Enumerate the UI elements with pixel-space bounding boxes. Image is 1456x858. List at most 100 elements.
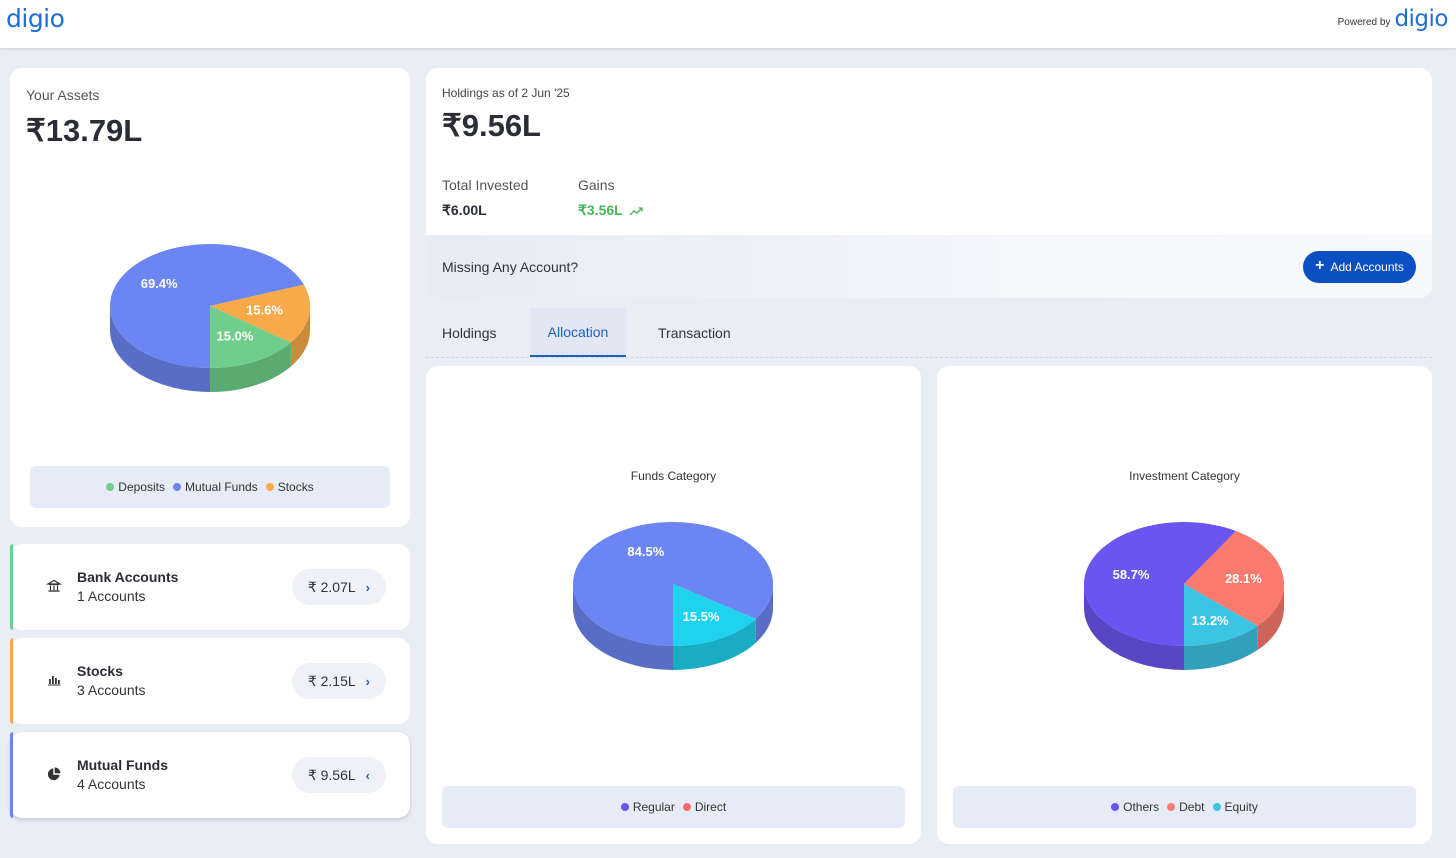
legend-label: Stocks: [277, 480, 314, 494]
legend-direct: Direct: [682, 800, 727, 814]
account-value-pill[interactable]: ₹ 2.07L ›: [291, 569, 386, 605]
assets-value: ₹13.79L: [26, 113, 143, 148]
legend-dot: [106, 483, 115, 491]
add-accounts-label: Add Accounts: [1330, 260, 1404, 274]
funds-slice-side-0: [573, 584, 673, 670]
funds-slice-side-1: [673, 618, 756, 670]
funds-category-pie-chart: 84.5% 15.5%: [573, 522, 773, 670]
account-count: 4 Accounts: [77, 776, 146, 792]
legend-dot: [1212, 803, 1221, 811]
assets-data-label-0: 69.4%: [141, 276, 178, 291]
funds-slice-side-0: [755, 584, 773, 643]
investment-category-pie-chart: 58.7% 28.1% 13.2%: [1084, 522, 1284, 670]
legend-label: Direct: [694, 800, 727, 814]
total-invested-value: ₹6.00L: [442, 202, 487, 218]
assets-card: Your Assets ₹13.79L 69.4% 15.6% 15.0% Depo…: [10, 68, 410, 527]
assets-slice-side-0: [110, 306, 210, 392]
account-value-pill[interactable]: ₹ 9.56L ‹: [291, 757, 386, 793]
legend-dot: [620, 803, 629, 811]
account-value-pill[interactable]: ₹ 2.15L ›: [291, 663, 386, 699]
digio-logo[interactable]: digio: [6, 4, 65, 33]
funds-category-title: Funds Category: [630, 469, 717, 483]
bar-chart-icon: [46, 672, 62, 688]
tab-label: Holdings: [442, 324, 497, 341]
account-card-stocks[interactable]: Stocks 3 Accounts ₹ 2.15L ›: [10, 638, 410, 724]
account-card-bank[interactable]: Bank Accounts 1 Accounts ₹ 2.07L ›: [10, 544, 410, 630]
legend-dot: [1167, 803, 1176, 811]
legend-label: Debt: [1179, 800, 1205, 814]
gains-label: Gains: [578, 177, 615, 193]
missing-account-banner: Missing Any Account? + Add Accounts: [426, 235, 1432, 298]
legend-dot: [172, 483, 181, 491]
plus-icon: +: [1315, 257, 1325, 274]
legend-label: Regular: [632, 800, 675, 814]
funds-data-label-0: 84.5%: [627, 544, 664, 559]
investment-category-panel: Investment Category 58.7% 28.1% 13.2% Othe…: [937, 366, 1432, 844]
investment-category-title: Investment Category: [1129, 469, 1240, 483]
legend-dot: [265, 483, 274, 491]
legend-deposits: Deposits: [106, 480, 165, 494]
investment-data-label-0: 58.7%: [1113, 567, 1150, 582]
accent-bar: [10, 732, 13, 818]
legend-label: Others: [1123, 800, 1160, 814]
assets-data-label-2: 15.0%: [217, 328, 254, 343]
investment-slice-side-1: [1257, 584, 1284, 650]
holdings-card: Holdings as of 2 Jun '25 ₹9.56L Total In…: [426, 68, 1432, 298]
tab-transaction[interactable]: Transaction: [642, 308, 747, 357]
investment-data-label-1: 28.1%: [1225, 571, 1262, 586]
chevron-right-icon: ›: [365, 579, 370, 595]
assets-label: Your Assets: [26, 87, 100, 103]
gains-value-row: ₹3.56L: [578, 202, 643, 219]
account-card-mutual-funds[interactable]: Mutual Funds 4 Accounts ₹ 9.56L ‹: [10, 732, 410, 818]
holdings-as-of: Holdings as of 2 Jun '25: [442, 86, 570, 100]
investment-slice-1: [1184, 531, 1284, 626]
funds-category-panel: Funds Category 84.5% 15.5% Regular Direct: [426, 366, 921, 844]
tab-label: Transaction: [658, 324, 731, 341]
legend-others: Others: [1111, 800, 1159, 814]
legend-mutual-funds: Mutual Funds: [172, 480, 258, 494]
legend-equity: Equity: [1212, 800, 1258, 814]
gains-value: ₹3.56L: [578, 202, 623, 218]
assets-slice-side-2: [210, 342, 291, 392]
assets-slice-side-1: [290, 306, 310, 367]
assets-legend: Deposits Mutual Funds Stocks: [30, 466, 390, 508]
investment-slice-0: [1084, 522, 1236, 646]
investment-slice-side-2: [1184, 625, 1258, 670]
pie-chart-icon: [46, 766, 62, 782]
account-count: 1 Accounts: [77, 588, 146, 604]
legend-label: Mutual Funds: [184, 480, 258, 494]
account-name: Stocks: [77, 663, 123, 679]
add-accounts-button[interactable]: + Add Accounts: [1303, 251, 1416, 283]
assets-pie-chart: 69.4% 15.6% 15.0%: [109, 243, 310, 392]
investment-category-legend: Others Debt Equity: [953, 786, 1416, 828]
tab-label: Allocation: [547, 323, 609, 340]
legend-dot: [1111, 803, 1120, 811]
top-bar: digio Powered by digio: [0, 0, 1456, 48]
powered-by-text: Powered by: [1337, 16, 1391, 28]
legend-dot: [682, 803, 691, 811]
tab-bar: Holdings Allocation Transaction: [426, 308, 1432, 358]
legend-debt: Debt: [1167, 800, 1205, 814]
tab-holdings[interactable]: Holdings: [426, 308, 512, 357]
funds-category-legend: Regular Direct: [442, 786, 905, 828]
account-value: ₹ 2.15L: [307, 672, 356, 689]
trending-up-icon: [629, 206, 643, 215]
account-count: 3 Accounts: [77, 682, 146, 698]
chevron-left-icon: ‹: [365, 767, 370, 783]
account-value: ₹ 2.07L: [307, 578, 356, 595]
missing-account-text: Missing Any Account?: [442, 259, 579, 275]
legend-stocks: Stocks: [265, 480, 314, 494]
assets-slice-1: [210, 284, 310, 343]
powered-by: Powered by digio: [1337, 6, 1449, 32]
account-name: Mutual Funds: [77, 757, 168, 773]
assets-slice-2: [210, 306, 291, 368]
assets-slice-0: [109, 243, 304, 368]
funds-data-label-1: 15.5%: [683, 609, 720, 624]
investment-slice-2: [1184, 584, 1258, 646]
powered-by-logo: digio: [1394, 6, 1448, 32]
account-name: Bank Accounts: [77, 569, 179, 585]
accent-bar: [10, 638, 13, 724]
accent-bar: [10, 544, 13, 630]
total-invested-label: Total Invested: [442, 177, 529, 193]
tab-allocation[interactable]: Allocation: [530, 308, 626, 357]
